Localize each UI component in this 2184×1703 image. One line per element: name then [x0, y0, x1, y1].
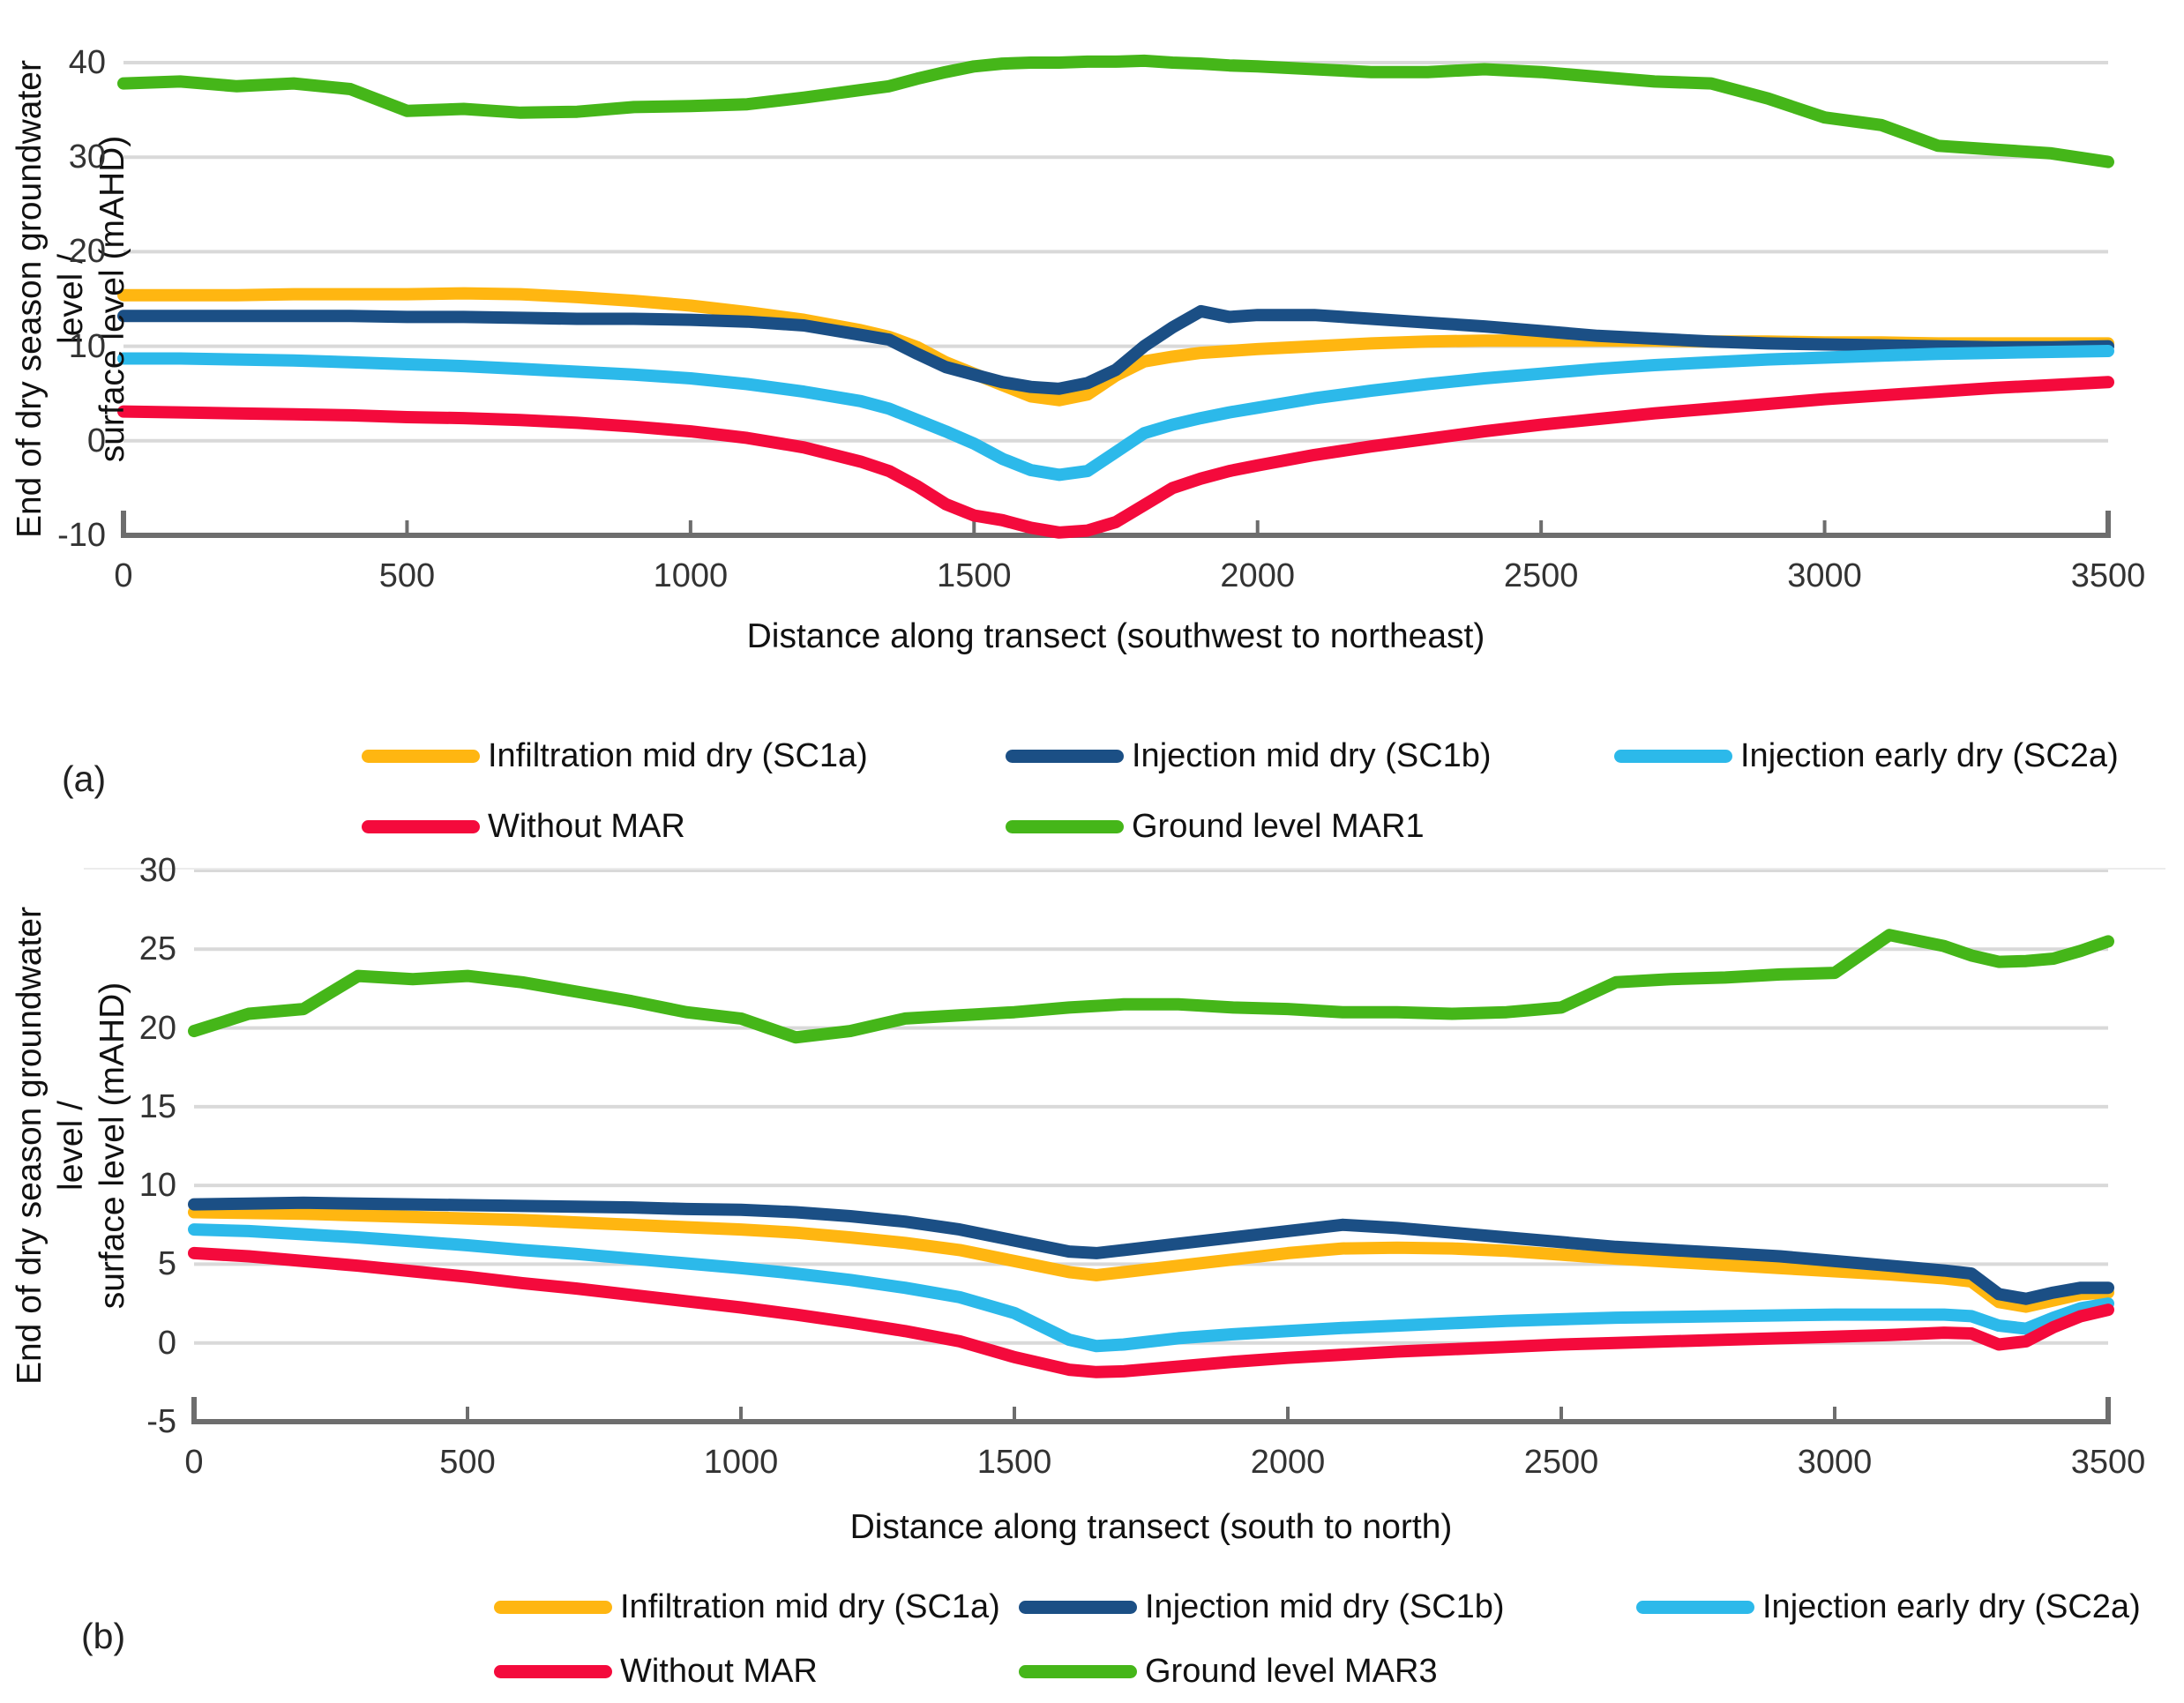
series-line-without-mar [188, 1246, 2114, 1378]
legend-item-label: Ground level MAR3 [1145, 1652, 1438, 1690]
legend-item-label: Infiltration mid dry (SC1a) [620, 1587, 1000, 1625]
legend-item-label: Infiltration mid dry (SC1a) [488, 736, 868, 774]
y-tick-label: -10 [57, 517, 106, 554]
y-tick-label: 25 [138, 930, 176, 968]
y-tick-label: 0 [157, 1324, 176, 1362]
legend-item-label: Injection early dry (SC2a) [1762, 1587, 2141, 1625]
series-line-injection-early-dry-sc2a- [188, 1223, 2114, 1353]
x-tick-label: 2000 [1220, 557, 1295, 594]
panel-b [188, 869, 2114, 1424]
panel-divider [84, 868, 2165, 870]
y-axis-title-a-line2: surface level (mAHD) [93, 135, 131, 463]
panel-label-b: (b) [81, 1616, 126, 1656]
x-tick-label: 3500 [2070, 1444, 2146, 1481]
series-line-ground-level-mar3 [188, 929, 2114, 1044]
legend-item-label: Injection mid dry (SC1b) [1145, 1587, 1505, 1625]
x-tick-label: 1000 [703, 1444, 779, 1481]
legend-item-label: Ground level MAR1 [1132, 807, 1425, 845]
legend-swatch-icon [362, 819, 480, 833]
y-tick-label: 30 [68, 138, 106, 176]
x-tick-label: 1500 [937, 557, 1012, 594]
legend-swatch-icon [1019, 1600, 1137, 1614]
x-tick-label: 3500 [2070, 557, 2146, 594]
legend-item: Injection early dry (SC2a) [1636, 1586, 2141, 1628]
legend-item: Infiltration mid dry (SC1a) [494, 1586, 1000, 1628]
y-axis-title-a-line1: End of dry season groundwater level / [11, 60, 90, 539]
legend-swatch-icon [494, 1600, 612, 1614]
panel-a [117, 54, 2114, 539]
y-tick-label: -5 [146, 1403, 176, 1440]
legend-swatch-icon [1636, 1600, 1754, 1614]
y-tick-label: 10 [68, 327, 106, 365]
x-tick-label: 500 [439, 1444, 496, 1481]
legend-item: Ground level MAR3 [1019, 1650, 1438, 1692]
legend-swatch-icon [1006, 819, 1124, 833]
x-axis-title-b: Distance along transect (south to north) [849, 1508, 1453, 1546]
x-tick-label: 3000 [1797, 1444, 1873, 1481]
legend-swatch-icon [1019, 1664, 1137, 1678]
y-tick-label: 10 [138, 1167, 176, 1205]
x-tick-label: 2500 [1503, 557, 1579, 594]
x-tick-label: 3000 [1787, 557, 1862, 594]
series-line-without-mar [117, 376, 2114, 539]
series-line-injection-mid-dry-sc1b- [117, 304, 2114, 395]
legend-swatch-icon [1614, 749, 1732, 763]
y-tick-label: 40 [68, 44, 106, 81]
y-tick-label: 30 [138, 852, 176, 889]
x-tick-label: 500 [378, 557, 436, 594]
series-line-ground-level-mar1 [117, 54, 2114, 168]
legend-item: Ground level MAR1 [1006, 805, 1425, 848]
legend-item-label: Injection early dry (SC2a) [1740, 736, 2119, 774]
x-tick-label: 2000 [1250, 1444, 1326, 1481]
y-tick-label: 0 [86, 422, 106, 459]
y-tick-label: 20 [68, 233, 106, 271]
series-line-injection-mid-dry-sc1b- [188, 1196, 2114, 1305]
legend-item-label: Without MAR [488, 807, 685, 845]
x-tick-label: 1500 [976, 1444, 1052, 1481]
legend-item: Without MAR [362, 805, 685, 848]
legend-swatch-icon [494, 1664, 612, 1678]
panel-label-a: (a) [62, 758, 107, 799]
x-tick-label: 0 [114, 557, 133, 594]
x-tick-label: 2500 [1523, 1444, 1599, 1481]
y-tick-label: 15 [138, 1087, 176, 1125]
y-tick-label: 20 [138, 1009, 176, 1047]
legend-item: Infiltration mid dry (SC1a) [362, 735, 868, 777]
legend-item: Injection mid dry (SC1b) [1006, 735, 1492, 777]
legend-swatch-icon [1006, 749, 1124, 763]
x-tick-label: 0 [184, 1444, 204, 1481]
series-line-injection-early-dry-sc2a- [117, 345, 2114, 482]
legend-item: Without MAR [494, 1650, 818, 1692]
series-line-infiltration-mid-dry-sc1a- [188, 1206, 2114, 1313]
legend-item-label: Without MAR [620, 1652, 818, 1690]
legend-item-label: Injection mid dry (SC1b) [1132, 736, 1492, 774]
legend-item: Injection mid dry (SC1b) [1019, 1586, 1505, 1628]
x-axis-title-a: Distance along transect (southwest to no… [746, 617, 1485, 655]
x-tick-label: 1000 [653, 557, 729, 594]
legend-swatch-icon [362, 749, 480, 763]
y-axis-title-a: End of dry season groundwater level / su… [9, 26, 131, 572]
y-tick-label: 5 [157, 1245, 176, 1283]
legend-item: Injection early dry (SC2a) [1614, 735, 2119, 777]
